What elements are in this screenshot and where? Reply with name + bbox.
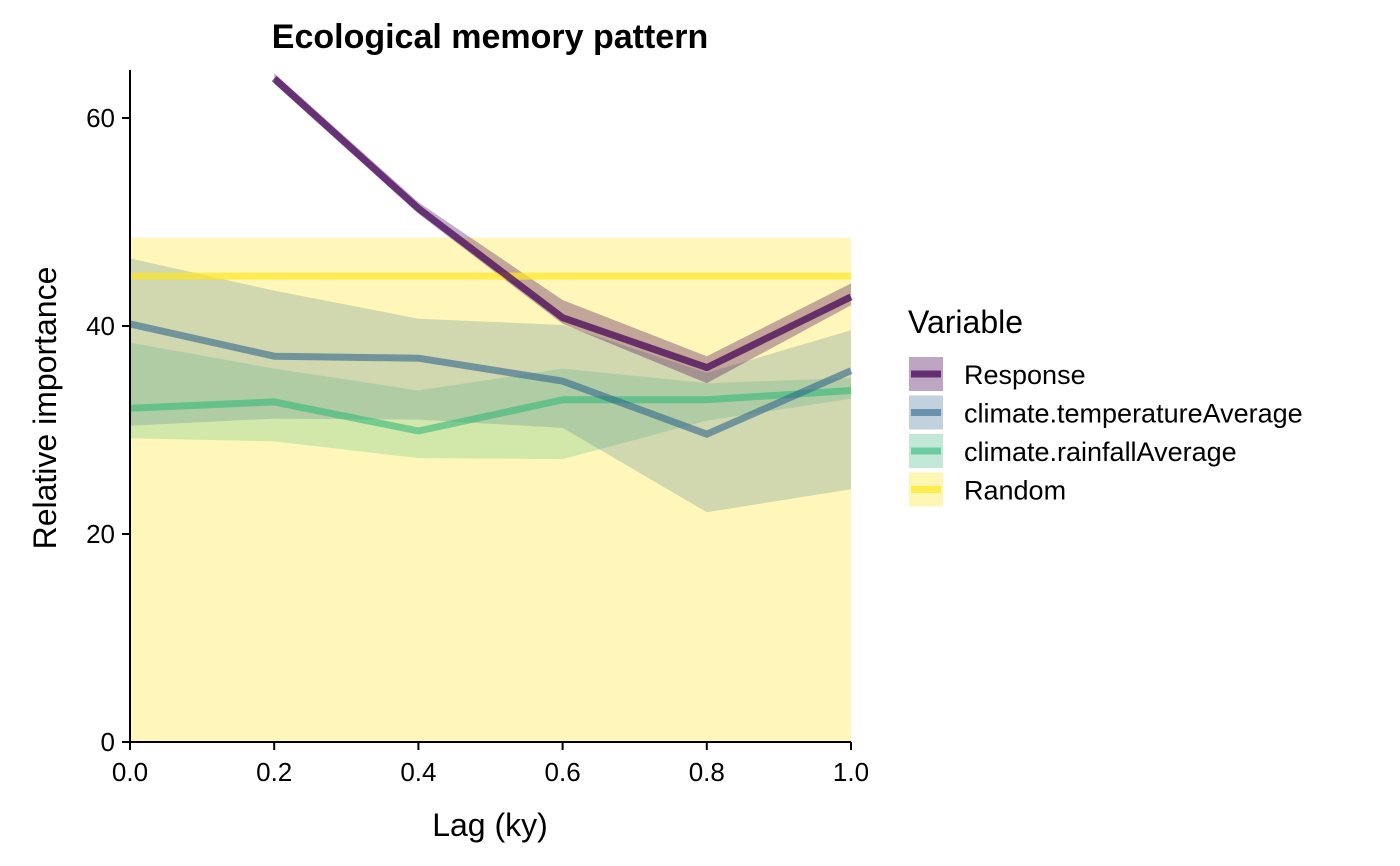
legend-label-random: Random [964, 476, 1066, 506]
y-tick-label-1: 20 [86, 519, 115, 549]
band-random [130, 237, 851, 742]
line-response [271, 75, 853, 372]
y-tick-label-3: 60 [86, 103, 115, 133]
chart-title: Ecological memory pattern [272, 18, 708, 56]
line-climate-temperatureaverage [129, 320, 853, 438]
legend-title: Variable [908, 304, 1023, 340]
legend-label-climate-temperatureaverage: climate.temperatureAverage [964, 399, 1303, 429]
band-climate-rainfallaverage [130, 342, 851, 460]
legend: Variable Response climate.temperatureAver… [908, 304, 1303, 507]
x-axis-title: Lag (ky) [432, 807, 548, 843]
line-climate-rainfallaverage [129, 387, 852, 435]
x-tick-label-0: 0.0 [112, 757, 148, 787]
x-tick-label-2: 0.4 [400, 757, 436, 787]
x-tick-label-1: 0.2 [256, 757, 292, 787]
series-lines [129, 75, 853, 438]
legend-label-response: Response [964, 360, 1086, 390]
y-axis-title: Relative importance [27, 267, 63, 550]
band-climate-temperatureaverage [130, 258, 851, 513]
y-tick-label-0: 0 [101, 727, 115, 757]
x-tick-label-4: 0.8 [689, 757, 725, 787]
legend-label-climate-rainfallaverage: climate.rainfallAverage [964, 437, 1237, 467]
x-tick-label-5: 1.0 [833, 757, 869, 787]
x-tick-label-3: 0.6 [545, 757, 581, 787]
axes: 0 20 40 60 0.0 0.2 0.4 0.6 0.8 1.0 [86, 70, 869, 787]
confidence-bands [130, 73, 851, 742]
y-tick-label-2: 40 [86, 311, 115, 341]
